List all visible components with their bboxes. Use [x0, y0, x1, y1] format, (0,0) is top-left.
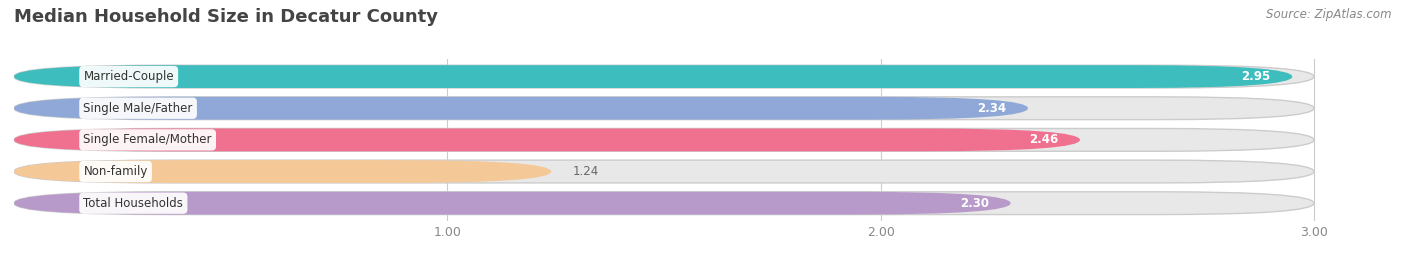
- Text: 2.46: 2.46: [1029, 133, 1059, 146]
- FancyBboxPatch shape: [14, 192, 1011, 215]
- FancyBboxPatch shape: [14, 129, 1315, 151]
- Text: Single Male/Father: Single Male/Father: [83, 102, 193, 115]
- Text: Single Female/Mother: Single Female/Mother: [83, 133, 212, 146]
- FancyBboxPatch shape: [14, 160, 1315, 183]
- FancyBboxPatch shape: [14, 97, 1028, 120]
- FancyBboxPatch shape: [14, 65, 1315, 88]
- Text: 2.30: 2.30: [960, 197, 988, 210]
- Text: Non-family: Non-family: [83, 165, 148, 178]
- FancyBboxPatch shape: [14, 192, 1315, 215]
- Text: 2.95: 2.95: [1241, 70, 1271, 83]
- Text: 2.34: 2.34: [977, 102, 1007, 115]
- FancyBboxPatch shape: [14, 65, 1292, 88]
- Text: 1.24: 1.24: [574, 165, 599, 178]
- FancyBboxPatch shape: [14, 129, 1080, 151]
- Text: Source: ZipAtlas.com: Source: ZipAtlas.com: [1267, 8, 1392, 21]
- Text: Total Households: Total Households: [83, 197, 183, 210]
- FancyBboxPatch shape: [14, 97, 1315, 120]
- FancyBboxPatch shape: [14, 160, 551, 183]
- Text: Median Household Size in Decatur County: Median Household Size in Decatur County: [14, 8, 439, 26]
- Text: Married-Couple: Married-Couple: [83, 70, 174, 83]
